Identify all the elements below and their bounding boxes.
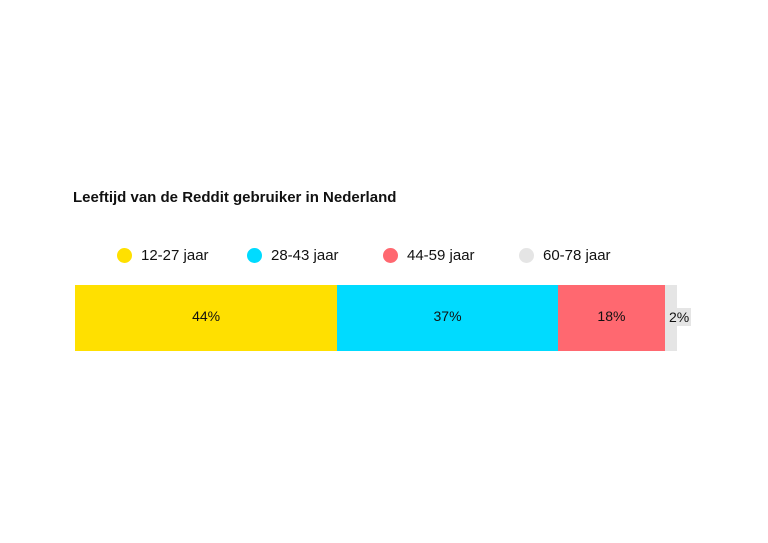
bar-segment-12-27-jaar — [75, 285, 338, 351]
legend-swatch-44-59 — [383, 247, 398, 263]
data-label-28-43-jaar: 37% — [433, 308, 462, 324]
chart-title: Leeftijd van de Reddit gebruiker in Nede… — [73, 189, 397, 206]
legend: 12-27 jaar 28-43 jaar 44-59 jaar 60-78 j… — [117, 245, 717, 265]
legend-swatch-28-43 — [247, 247, 262, 263]
legend-item-44-59: 44-59 jaar — [383, 245, 475, 265]
legend-item-60-78: 60-78 jaar — [519, 245, 611, 265]
data-label-60-78-jaar: 2% — [667, 308, 692, 326]
legend-label-44-59: 44-59 jaar — [407, 246, 475, 264]
data-label-44-59-jaar: 18% — [597, 308, 626, 324]
bar-segment-28-43-jaar — [337, 285, 558, 351]
legend-label-60-78: 60-78 jaar — [543, 246, 611, 264]
legend-label-28-43: 28-43 jaar — [271, 246, 339, 264]
legend-swatch-60-78 — [519, 247, 534, 263]
data-label-12-27-jaar: 44% — [192, 308, 221, 324]
legend-label-12-27: 12-27 jaar — [141, 246, 209, 264]
stacked-bar: 44% 37% 18% 2% — [75, 285, 692, 351]
legend-item-28-43: 28-43 jaar — [247, 245, 339, 265]
bar-segment-44-59-jaar — [557, 285, 666, 351]
legend-item-12-27: 12-27 jaar — [117, 245, 209, 265]
legend-swatch-12-27 — [117, 247, 132, 263]
